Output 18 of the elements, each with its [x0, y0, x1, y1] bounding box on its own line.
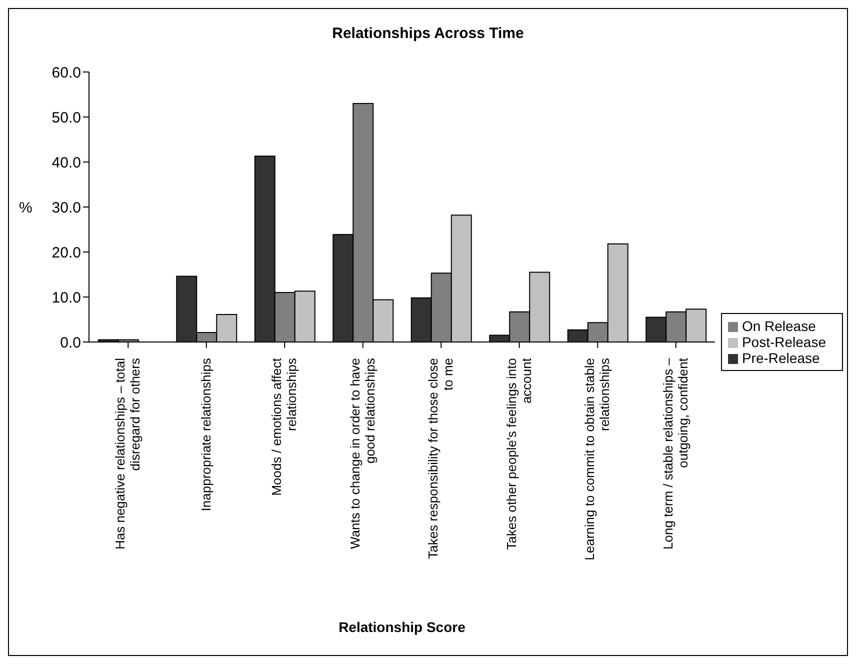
legend-label: On Release — [742, 318, 816, 334]
y-tick-label: 40.0 — [52, 154, 81, 172]
y-tick-label: 60.0 — [52, 64, 81, 82]
y-tick-label: 10.0 — [52, 289, 81, 306]
legend-label: Post-Release — [742, 334, 826, 350]
y-tick-label: 20.0 — [52, 244, 81, 262]
y-tick-label: 50.0 — [52, 109, 81, 126]
x-axis-title: Relationship Score — [338, 619, 466, 635]
y-tick-label: 30.0 — [52, 199, 81, 216]
x-tick-label: Inappropriate relationships — [198, 358, 214, 512]
y-axis-title: % — [19, 199, 32, 216]
y-tick-label: 0.0 — [60, 334, 81, 352]
chart-title: Relationships Across Time — [331, 25, 525, 42]
x-tick-label: Has negative relationships – total disregard for others — [112, 358, 143, 550]
x-tick-label: Takes responsibility for those close to me — [426, 358, 456, 559]
legend-label: Pre-Release — [742, 350, 820, 366]
x-tick-label: Moods / emotions affect relationships — [269, 358, 300, 496]
x-tick-label: Takes other people's feelings into account — [504, 358, 534, 550]
